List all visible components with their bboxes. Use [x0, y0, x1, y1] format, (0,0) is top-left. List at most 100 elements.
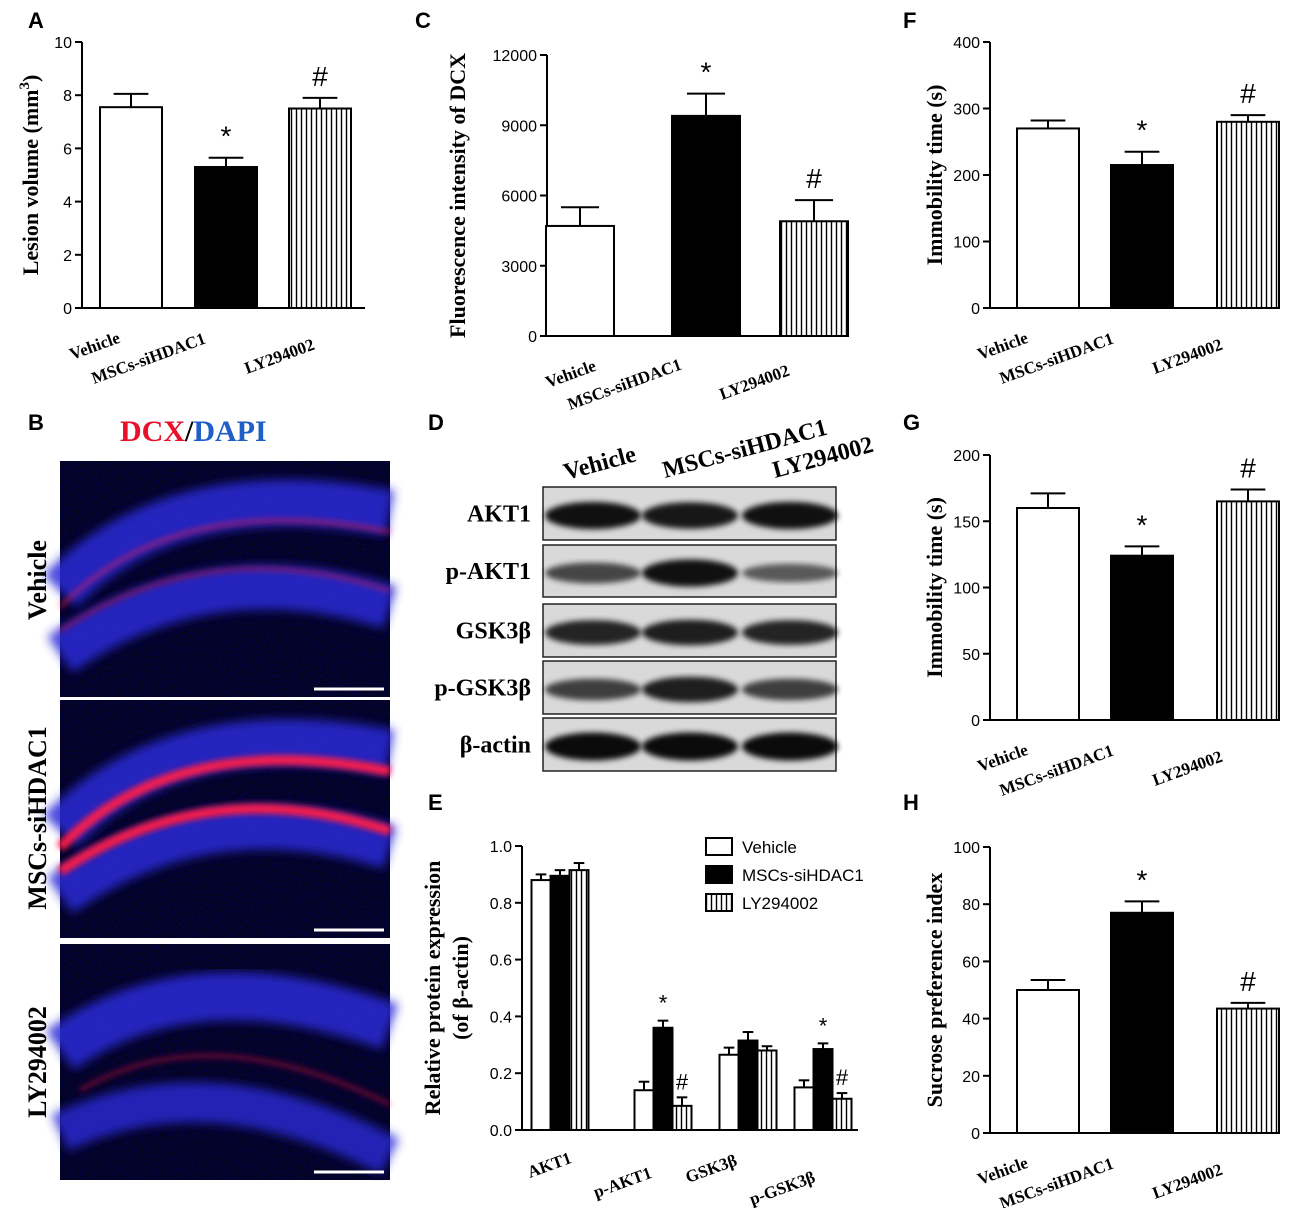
- significance-star: *: [221, 121, 232, 152]
- y-tick-label: 0: [971, 1126, 980, 1143]
- bar: [1216, 120, 1280, 309]
- micro-row-label-siHDAC1: MSCs-siHDAC1: [23, 726, 52, 909]
- bar: [671, 1104, 693, 1131]
- y-tick-label: 0: [63, 301, 72, 318]
- y-axis-label: Relative protein expression: [420, 861, 445, 1116]
- bar: [779, 220, 849, 337]
- bar: [1016, 507, 1080, 721]
- wb-row-label: β-actin: [460, 733, 531, 759]
- y-tick-label: 0.2: [490, 1066, 512, 1083]
- bar: [288, 107, 352, 309]
- wb-band: [642, 559, 738, 587]
- wb-band: [545, 732, 641, 761]
- bar: [194, 166, 258, 309]
- y-tick-label: 6000: [501, 189, 537, 206]
- panel-label-d: D: [428, 410, 444, 435]
- y-tick-label: 40: [962, 1012, 980, 1029]
- y-tick-label: 100: [953, 235, 980, 252]
- wb-row-label: p-GSK3β: [434, 676, 531, 702]
- panel-label-g: G: [903, 410, 920, 435]
- panel-label-a: A: [28, 8, 44, 33]
- x-tick-label: p-AKT1: [591, 1163, 654, 1202]
- bar: [1216, 500, 1280, 721]
- significance-hash: #: [806, 163, 822, 194]
- bar: [633, 1089, 655, 1131]
- bar: [1110, 164, 1174, 309]
- bar: [812, 1048, 834, 1132]
- y-tick-label: 10: [54, 35, 72, 52]
- micro-row-label-vehicle: Vehicle: [23, 540, 52, 620]
- y-tick-label: 0.6: [490, 953, 512, 970]
- legend-swatch: [705, 865, 733, 884]
- y-tick-label: 2: [63, 248, 72, 265]
- wb-row-label: AKT1: [467, 502, 531, 528]
- significance-star: *: [1137, 115, 1148, 146]
- y-tick-label: 0.0: [490, 1123, 512, 1140]
- bar: [99, 106, 163, 309]
- wb-band: [545, 562, 641, 584]
- y-axis-label-2: (of β-actin): [448, 936, 473, 1040]
- significance-hash: #: [1240, 452, 1256, 483]
- bar: [831, 1097, 853, 1132]
- panel-label-c: C: [415, 8, 431, 33]
- bar: [549, 874, 571, 1131]
- micrograph-vehicle: [43, 461, 397, 697]
- significance-hash: #: [1240, 966, 1256, 997]
- panel-label-e: E: [428, 790, 443, 815]
- y-tick-label: 0: [528, 329, 537, 346]
- wb-row-4: β-actin: [460, 717, 838, 772]
- y-tick-label: 200: [953, 168, 980, 185]
- bar: [1110, 554, 1174, 722]
- y-tick-label: 20: [962, 1069, 980, 1086]
- y-tick-label: 200: [953, 448, 980, 465]
- x-tick-label: LY294002: [1150, 747, 1225, 790]
- y-tick-label: 0: [971, 713, 980, 730]
- bar: [652, 1026, 674, 1132]
- microscopy-title: DCX/DAPI: [120, 415, 267, 448]
- significance-hash: #: [1240, 78, 1256, 109]
- dcx-label: DCX: [120, 415, 185, 448]
- significance-star: *: [659, 991, 668, 1016]
- western-blot-panel: Vehicle MSCs-siHDAC1 LY294002 AKT1p-AKT1…: [434, 415, 876, 772]
- y-tick-label: 1.0: [490, 839, 512, 856]
- title-separator: /: [184, 415, 194, 448]
- wb-band: [642, 732, 738, 761]
- micrograph-ly294002: [46, 944, 400, 1180]
- x-tick-label: LY294002: [717, 361, 792, 404]
- x-tick-label: LY294002: [1150, 335, 1225, 378]
- significance-star: *: [1137, 864, 1148, 895]
- bar: [1110, 911, 1174, 1135]
- microscopy-panel: DCX/DAPI Vehicle MSCs-siHDAC1 LY294002: [23, 415, 400, 1180]
- y-tick-label: 100: [953, 581, 980, 598]
- bar: [793, 1086, 815, 1132]
- y-tick-label: 100: [953, 840, 980, 857]
- bar: [568, 869, 590, 1131]
- wb-band: [642, 676, 738, 703]
- x-tick-label: LY294002: [1150, 1160, 1225, 1203]
- wb-band: [642, 619, 738, 646]
- significance-hash: #: [312, 61, 328, 92]
- significance-star: *: [819, 1013, 828, 1038]
- y-tick-label: 0: [971, 301, 980, 318]
- y-tick-label: 80: [962, 897, 980, 914]
- significance-star: *: [701, 57, 712, 88]
- chart-g: 0 50 100 150 200 Immobility time (s) * # Vehicle…: [922, 448, 1280, 800]
- wb-band: [742, 620, 838, 645]
- y-tick-label: 0.4: [490, 1009, 512, 1026]
- y-tick-label: 400: [953, 35, 980, 52]
- y-axis-label: Lesion volume (mm3): [17, 75, 43, 276]
- x-tick-label: Vehicle: [975, 740, 1031, 776]
- y-axis-label: Immobility time (s): [922, 85, 947, 266]
- wb-row-2: GSK3β: [456, 603, 838, 658]
- wb-band: [742, 563, 838, 583]
- wb-lane-vehicle: Vehicle: [561, 441, 639, 485]
- x-tick-label: Vehicle: [67, 328, 123, 364]
- bar: [671, 114, 741, 337]
- chart-f: 0 100 200 300 400 Immobility time (s) * # Vehicl…: [922, 35, 1280, 388]
- x-tick-label: Vehicle: [975, 1153, 1031, 1189]
- y-axis-label: Immobility time (s): [922, 497, 947, 678]
- wb-row-1: p-AKT1: [446, 544, 838, 598]
- y-tick-label: 300: [953, 102, 980, 119]
